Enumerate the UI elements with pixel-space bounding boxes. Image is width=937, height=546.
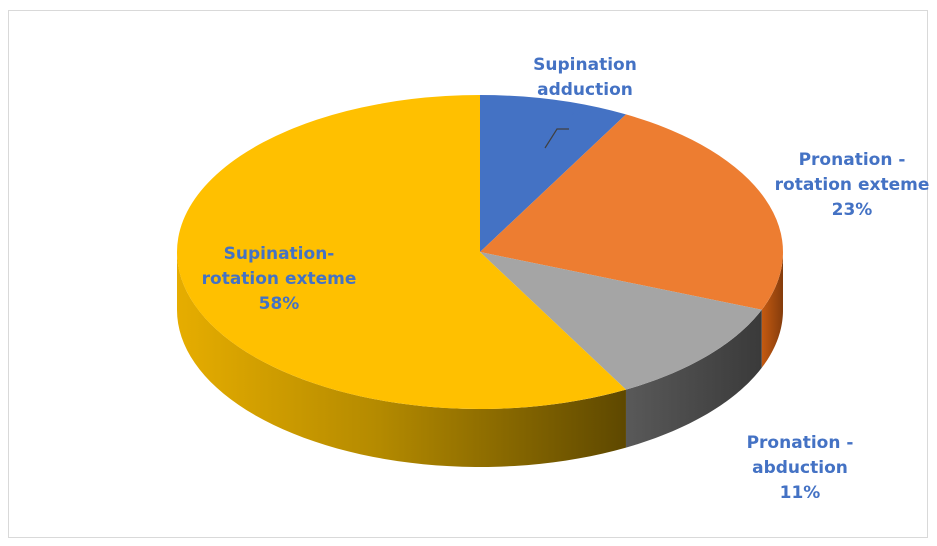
slice-percent-2: 11% [780,483,821,503]
pie-side-3 [177,252,626,467]
pie-leaders [544,128,569,149]
pie-slice-1 [480,114,784,310]
slice-percent-1: 23% [832,200,873,220]
slice-label-2: Pronation - abduction 11% [747,433,854,503]
slice-name-3-line-1: rotation exteme [202,269,357,289]
slice-name-0-line-1: adduction [537,80,633,100]
slice-name-1-line-1: rotation exteme [775,175,930,195]
pie-labels: Supination adduction 8% Pronation - rotation… [202,55,930,503]
slice-label-0: Supination adduction 8% [533,55,637,125]
pie-slice-3 [176,95,626,410]
slice-percent-0: 8% [571,105,600,125]
pie-slice-2 [480,252,762,390]
pie-sides [177,252,783,467]
pie-side-1 [761,252,783,368]
slice-label-3: Supination-rotation exteme 58% [202,244,357,314]
pie-side-2 [625,309,762,448]
slice-percent-3: 58% [259,294,300,314]
pie-tops [176,95,784,410]
leader-line-0 [544,128,569,149]
slice-name-2-line-1: abduction [752,458,848,478]
slice-name-1-line-0: Pronation - [799,150,906,170]
slice-name-2-line-0: Pronation - [747,433,854,453]
slice-label-1: Pronation - rotation exteme 23% [775,150,930,220]
slice-name-3-line-0: Supination- [224,244,335,264]
pie-slice-0 [480,95,626,252]
slice-name-0-line-0: Supination [533,55,637,75]
